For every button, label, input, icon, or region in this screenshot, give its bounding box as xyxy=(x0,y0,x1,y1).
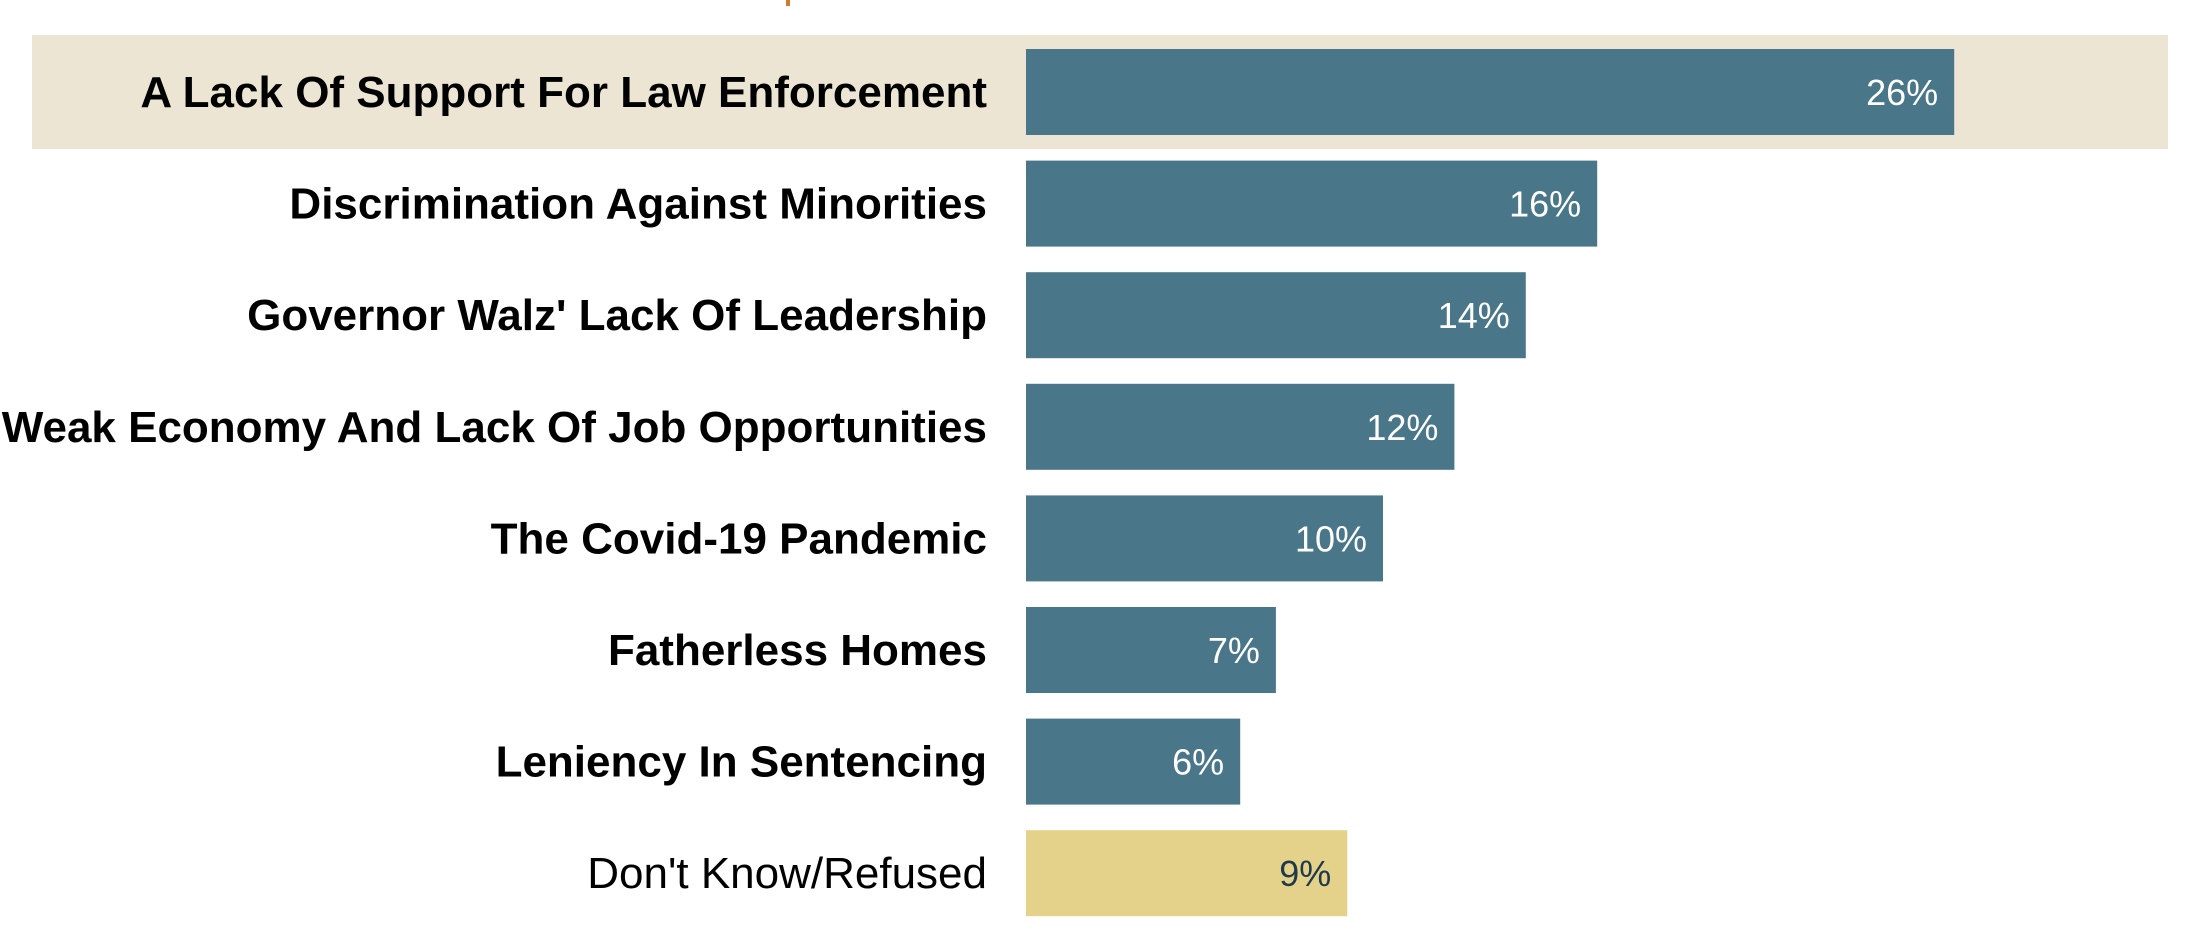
value-label: 9% xyxy=(1279,853,1331,894)
bar xyxy=(1026,160,1598,247)
category-label: Weak Economy And Lack Of Job Opportuniti… xyxy=(2,403,987,452)
value-label: 6% xyxy=(1172,742,1224,783)
cropped-title-mark xyxy=(786,0,790,6)
bar xyxy=(1026,607,1276,693)
bar xyxy=(1026,272,1526,359)
value-label: 26% xyxy=(1866,72,1938,113)
bar xyxy=(1026,830,1348,917)
category-label: Leniency In Sentencing xyxy=(496,738,987,787)
value-label: 10% xyxy=(1295,518,1367,559)
category-label: Fatherless Homes xyxy=(608,626,987,675)
category-label: Don't Know/Refused xyxy=(587,849,987,898)
bar xyxy=(1026,495,1383,582)
category-label: Discrimination Against Minorities xyxy=(289,180,987,229)
value-label: 16% xyxy=(1509,184,1581,225)
category-label: A Lack Of Support For Law Enforcement xyxy=(140,68,987,117)
value-label: 7% xyxy=(1208,630,1260,671)
bar xyxy=(1026,49,1955,135)
category-label: The Covid-19 Pandemic xyxy=(491,514,987,563)
category-label: Governor Walz' Lack Of Leadership xyxy=(247,291,987,340)
value-label: 14% xyxy=(1438,295,1510,336)
value-label: 12% xyxy=(1366,407,1438,448)
bar xyxy=(1026,718,1241,805)
bar xyxy=(1026,383,1455,470)
